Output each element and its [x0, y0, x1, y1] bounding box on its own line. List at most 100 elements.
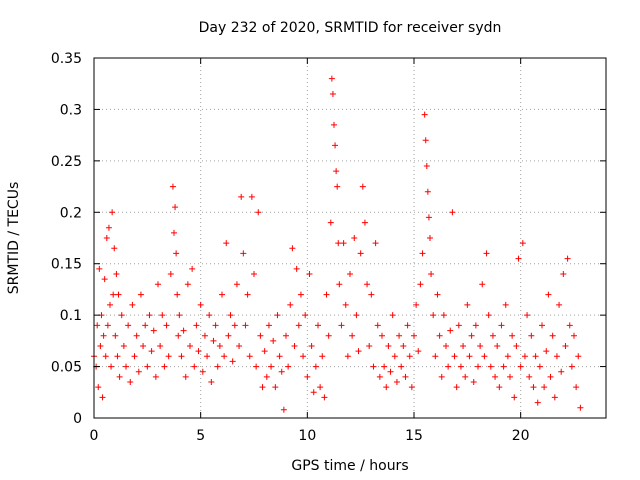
data-point	[376, 373, 383, 380]
data-point	[182, 373, 189, 380]
data-point	[280, 406, 287, 413]
data-point	[534, 399, 541, 406]
data-point	[509, 332, 516, 339]
data-point	[549, 332, 556, 339]
data-point	[449, 209, 456, 216]
data-point	[545, 291, 552, 298]
data-point	[109, 209, 116, 216]
data-point	[562, 343, 569, 349]
data-point	[236, 343, 243, 349]
data-point	[229, 358, 236, 365]
data-point	[504, 353, 511, 360]
data-point	[366, 343, 373, 349]
x-tick-label: 20	[512, 428, 530, 444]
data-point	[210, 337, 217, 344]
data-point	[133, 332, 140, 339]
data-point	[123, 363, 129, 370]
data-point	[483, 250, 490, 257]
data-point	[268, 363, 275, 370]
data-point	[289, 245, 296, 252]
data-point	[524, 312, 531, 319]
data-point	[99, 394, 106, 401]
data-point	[227, 312, 234, 319]
data-point	[338, 322, 345, 329]
data-point	[172, 204, 179, 211]
data-point	[422, 137, 429, 144]
data-point	[152, 373, 159, 380]
data-point	[402, 373, 409, 380]
data-point	[223, 240, 230, 247]
data-point	[323, 291, 330, 298]
data-point	[225, 332, 232, 339]
data-point	[432, 353, 439, 360]
data-point	[242, 322, 249, 329]
data-point	[105, 224, 112, 231]
data-point	[201, 332, 208, 339]
data-point	[263, 373, 270, 380]
data-point	[208, 379, 215, 385]
data-point	[120, 343, 127, 349]
data-point	[199, 368, 206, 375]
data-point	[440, 312, 447, 319]
data-point	[335, 240, 342, 247]
data-point	[370, 363, 377, 370]
data-point	[477, 343, 484, 349]
data-point	[453, 384, 460, 391]
data-point	[259, 384, 266, 391]
data-point	[187, 343, 193, 349]
data-point	[291, 343, 298, 349]
data-point	[507, 373, 513, 380]
y-tick-label: 0.2	[60, 205, 82, 221]
tick-layer: 0 5 10 15 20 0 0.05 0.1 0.15 0.2 0.25 0.3 0.35	[51, 51, 606, 444]
data-point	[553, 353, 560, 360]
data-point	[137, 291, 144, 298]
data-point	[332, 142, 339, 149]
data-point	[558, 368, 565, 375]
data-point	[532, 353, 539, 360]
data-point	[428, 271, 435, 277]
data-point	[489, 332, 496, 339]
data-point	[336, 281, 343, 288]
data-point	[118, 312, 125, 319]
data-point	[564, 255, 571, 262]
data-point	[466, 353, 473, 360]
data-point	[413, 301, 420, 308]
data-point	[521, 353, 528, 360]
data-point	[560, 271, 567, 277]
data-point	[197, 301, 204, 308]
y-axis-label: SRMTID / TECUs	[6, 182, 22, 295]
data-point	[255, 209, 262, 216]
x-tick-label: 5	[196, 428, 205, 444]
data-point	[344, 353, 351, 360]
data-point	[400, 343, 407, 349]
data-point	[173, 250, 180, 257]
data-point	[391, 353, 398, 360]
plot-frame	[93, 57, 607, 419]
data-point	[214, 363, 221, 370]
data-point	[404, 322, 411, 329]
data-point	[475, 363, 481, 370]
data-point	[575, 353, 582, 360]
data-point	[104, 322, 111, 329]
data-point	[195, 348, 202, 355]
data-point	[308, 343, 315, 349]
data-point	[171, 229, 177, 236]
data-point	[193, 322, 200, 329]
data-point	[297, 291, 304, 298]
data-point	[551, 394, 558, 401]
data-point	[94, 322, 101, 329]
data-point	[447, 327, 454, 334]
data-point	[492, 373, 499, 380]
data-point	[494, 343, 501, 349]
data-point	[216, 343, 223, 349]
data-point	[468, 332, 475, 339]
y-tick-label: 0.15	[51, 257, 82, 273]
data-point	[319, 353, 326, 360]
data-point	[556, 301, 563, 308]
data-point	[96, 265, 103, 272]
data-point	[155, 281, 161, 288]
data-point	[97, 343, 104, 349]
data-point	[317, 384, 324, 391]
data-point	[333, 168, 340, 175]
